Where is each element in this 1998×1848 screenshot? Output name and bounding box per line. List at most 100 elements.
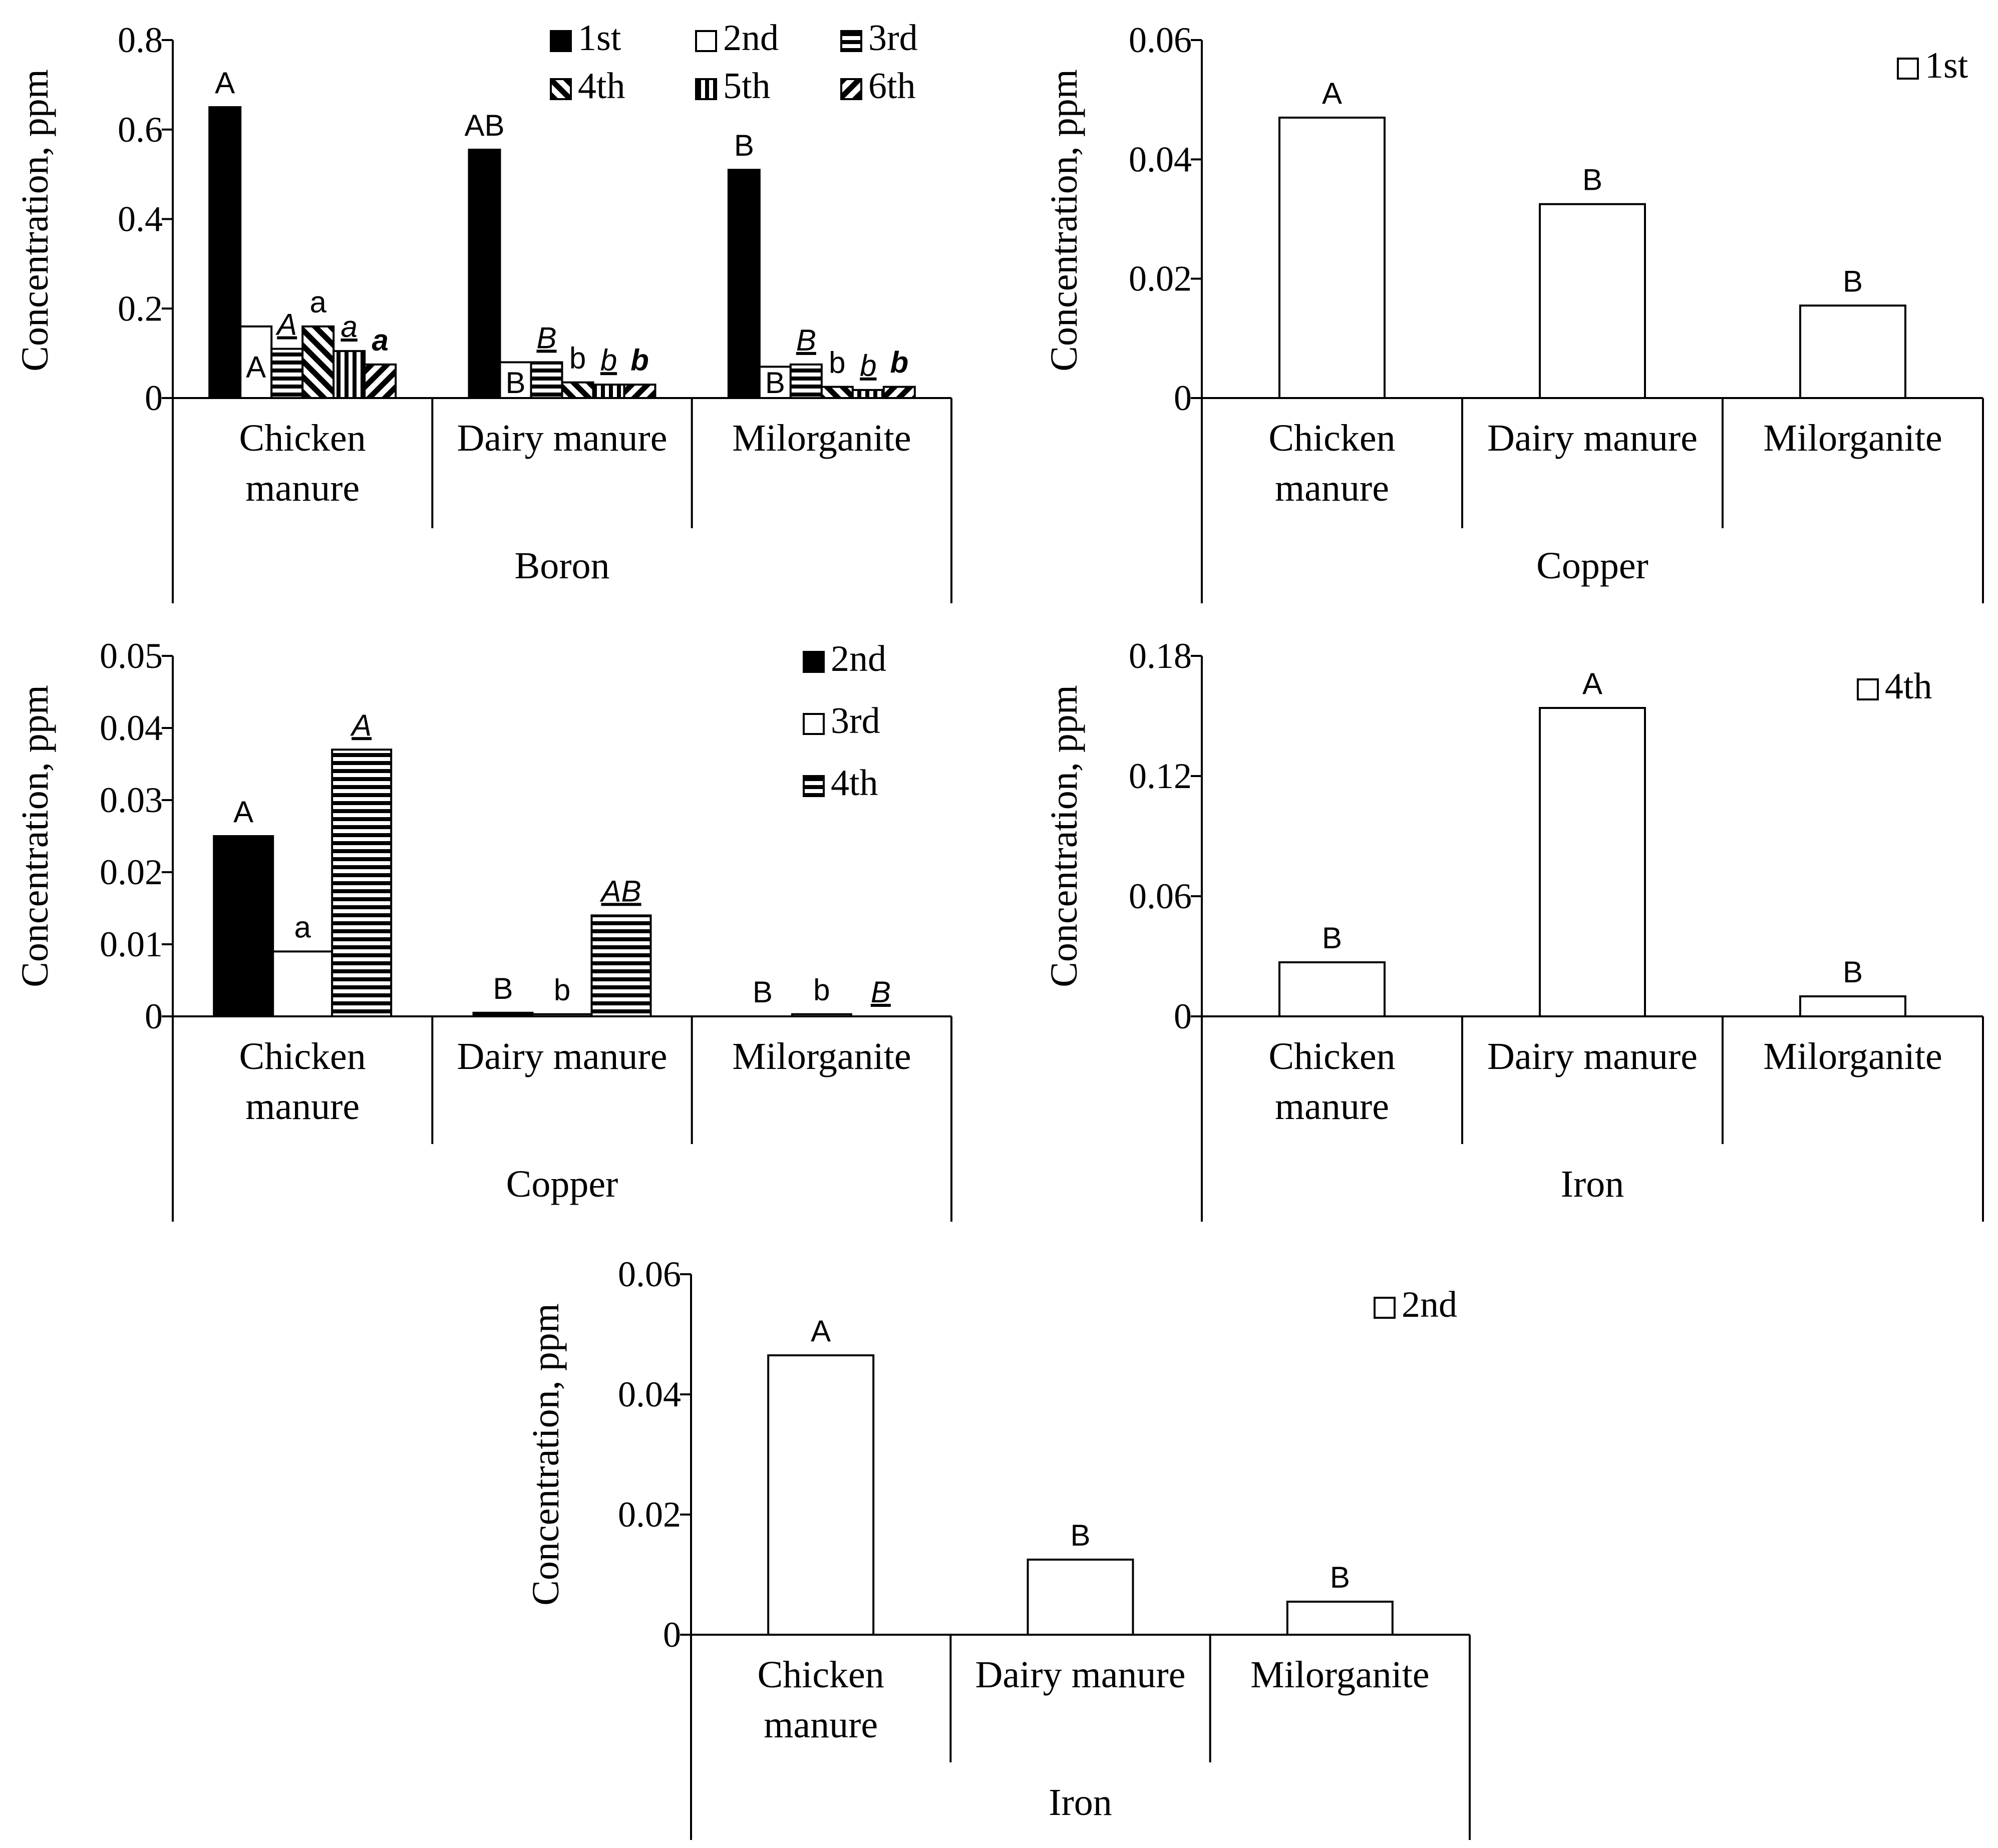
- bar-4th-dairy-manure: [590, 914, 652, 1018]
- legend-label-2nd: 2nd: [831, 638, 886, 679]
- significance-label: A: [1322, 77, 1342, 110]
- significance-label: A: [350, 708, 372, 742]
- y-tick-label: 0: [663, 1615, 681, 1655]
- category-label: manure: [764, 1704, 878, 1746]
- legend-label-1st: 1st: [1925, 45, 1968, 86]
- bar-3rd-dairy-manure: [530, 361, 563, 399]
- category-label: Dairy manure: [1487, 417, 1698, 459]
- bar-6th-chicken-manure: [364, 363, 397, 399]
- significance-label: AB: [464, 109, 504, 142]
- y-axis-title: Concentration, ppm: [14, 685, 56, 987]
- y-tick-label: 0: [1174, 996, 1192, 1036]
- bar-1st-chicken-manure: [1278, 116, 1386, 399]
- legend-label-3rd: 3rd: [868, 18, 918, 59]
- significance-label: A: [1582, 667, 1602, 700]
- bar-2nd-chicken-manure: [239, 325, 273, 399]
- legend-swatch-2nd: [803, 651, 825, 673]
- category-label: Chicken: [1268, 417, 1395, 459]
- significance-label: B: [505, 366, 525, 400]
- category-label: Chicken: [758, 1654, 884, 1696]
- bar-3rd-dairy-manure: [531, 1013, 593, 1018]
- bar-4th-milorganite: [820, 386, 854, 399]
- y-tick-label: 0.4: [118, 199, 163, 239]
- bar-4th-dairy-manure: [561, 381, 594, 399]
- legend-label-1st: 1st: [578, 18, 621, 59]
- significance-label: a: [372, 323, 388, 357]
- significance-label: B: [493, 972, 513, 1005]
- category-label: Milorganite: [732, 1035, 911, 1077]
- significance-label: b: [813, 973, 830, 1007]
- y-tick-label: 0.04: [1129, 139, 1192, 179]
- legend-label-3rd: 3rd: [831, 700, 880, 742]
- y-tick-label: 0.05: [100, 636, 163, 676]
- legend-label-5th: 5th: [723, 66, 771, 107]
- y-tick-label: 0.03: [100, 780, 163, 820]
- significance-label: a: [341, 310, 357, 343]
- significance-label: B: [1582, 163, 1602, 197]
- legend-swatch-6th: [840, 78, 862, 100]
- y-tick-label: 0.2: [118, 288, 163, 328]
- bar-4th-chicken-manure: [331, 749, 393, 1017]
- group-label: Iron: [1049, 1781, 1112, 1823]
- y-tick-label: 0.8: [118, 20, 163, 60]
- bar-1st-milorganite: [1799, 304, 1906, 400]
- significance-label: B: [1843, 264, 1863, 298]
- significance-label: B: [1843, 955, 1863, 989]
- category-label: Dairy manure: [457, 1035, 668, 1077]
- chart-panel-4-iron: 0 0.06 0.12 0.18 Concentration, ppm Chicken ma…: [1043, 636, 1984, 1222]
- category-label: Dairy manure: [1487, 1035, 1698, 1077]
- category-label: Milorganite: [1763, 1035, 1942, 1077]
- y-tick-label: 0.04: [100, 708, 163, 748]
- y-axis-title: Concentration, ppm: [525, 1303, 567, 1606]
- legend-swatch-2nd: [695, 30, 717, 52]
- bar-5th-milorganite: [851, 389, 885, 399]
- bar-1st-chicken-manure: [208, 106, 242, 399]
- bar-4th-milorganite: [1799, 995, 1906, 1017]
- legend-label-2nd: 2nd: [1402, 1284, 1457, 1325]
- y-tick-label: 0.06: [618, 1254, 681, 1294]
- significance-label: A: [233, 795, 253, 829]
- category-label: Chicken: [239, 417, 366, 459]
- significance-label: B: [796, 323, 816, 357]
- y-tick-label: 0.02: [100, 852, 163, 892]
- y-tick-label: 0.04: [618, 1374, 681, 1414]
- category-label: manure: [1275, 467, 1389, 509]
- y-axis-title: Concentration, ppm: [1043, 69, 1085, 372]
- legend-label-6th: 6th: [868, 66, 916, 107]
- significance-label: B: [1070, 1519, 1090, 1552]
- chart-panel-2-copper: 0 0.02 0.04 0.06 Concentration, ppm Chicken ma…: [1043, 20, 1984, 603]
- bar-3rd-milorganite: [789, 363, 823, 399]
- legend-swatch-1st: [550, 30, 572, 52]
- legend: 2nd 3rd 4th: [803, 638, 886, 804]
- y-tick-label: 0.06: [1129, 876, 1192, 916]
- significance-label: b: [829, 346, 845, 380]
- bar-1st-dairy-manure: [468, 148, 501, 399]
- group-label: Copper: [506, 1163, 618, 1205]
- y-tick-label: 0.02: [618, 1495, 681, 1535]
- significance-label: B: [1322, 921, 1342, 955]
- bar-2nd-chicken-manure: [213, 835, 274, 1017]
- legend: 2nd: [1374, 1284, 1457, 1325]
- bar-3rd-chicken-manure: [270, 347, 304, 399]
- category-label: Chicken: [1268, 1035, 1395, 1077]
- y-tick-label: 0: [145, 378, 163, 418]
- significance-label: b: [600, 343, 617, 377]
- legend-swatch-3rd: [840, 30, 862, 52]
- y-tick-label: 0.02: [1129, 259, 1192, 299]
- bar-6th-milorganite: [882, 386, 916, 399]
- legend-swatch-3rd: [803, 713, 825, 735]
- legend: 4th: [1857, 666, 1932, 707]
- y-axis-title: Concentration, ppm: [1043, 685, 1085, 987]
- significance-label: b: [569, 341, 586, 375]
- bar-3rd-milorganite: [791, 1013, 852, 1018]
- significance-label: a: [309, 285, 326, 319]
- significance-label: a: [294, 910, 311, 944]
- bar-4th-chicken-manure: [301, 325, 335, 399]
- y-tick-label: 0: [1174, 378, 1192, 418]
- bar-1st-dairy-manure: [1539, 203, 1646, 399]
- category-label: manure: [245, 467, 360, 509]
- legend-swatch-4th: [550, 78, 572, 100]
- significance-label: b: [860, 349, 876, 383]
- bar-2nd-dairy-manure: [1027, 1559, 1134, 1636]
